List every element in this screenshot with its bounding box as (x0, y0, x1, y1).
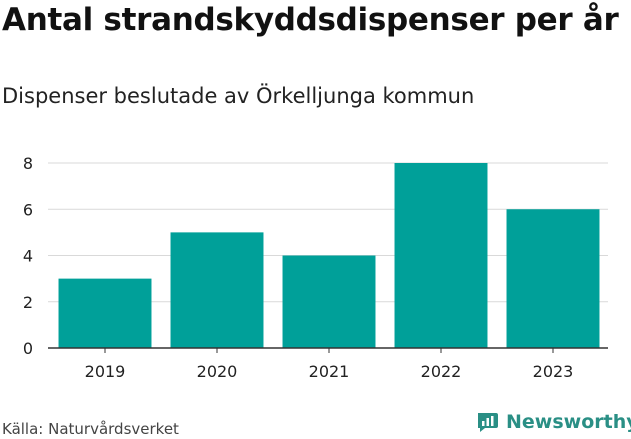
axes: 0 2 4 6 8 2019 2020 2021 2022 2023 (23, 154, 608, 381)
bar-2023 (506, 209, 600, 348)
brand-name: Newsworthy (506, 411, 631, 433)
x-tick-label: 2022 (421, 362, 462, 381)
y-tick-label: 4 (23, 247, 33, 266)
bar-chart: 0 2 4 6 8 2019 2020 2021 2022 2023 (23, 154, 608, 381)
x-tick-label: 2020 (197, 362, 238, 381)
x-tick-label: 2023 (533, 362, 574, 381)
chart-title: Antal strandskyddsdispenser per år (2, 2, 619, 38)
y-tick-label: 0 (23, 339, 33, 358)
bars (58, 163, 600, 348)
brand: Newsworthy (476, 410, 631, 434)
newsworthy-logo-icon (478, 413, 498, 432)
x-tick-label: 2021 (309, 362, 350, 381)
x-tick-label: 2019 (85, 362, 126, 381)
y-tick-label: 2 (23, 293, 33, 312)
y-tick-label: 8 (23, 154, 33, 173)
source-note: Källa: Naturvårdsverket (2, 420, 179, 438)
bar-2021 (282, 255, 376, 348)
bar-2022 (394, 163, 488, 348)
bar-2019 (58, 278, 152, 348)
y-tick-label: 6 (23, 200, 33, 219)
chart-subtitle: Dispenser beslutade av Örkelljunga kommu… (2, 84, 475, 108)
bar-2020 (170, 232, 264, 348)
